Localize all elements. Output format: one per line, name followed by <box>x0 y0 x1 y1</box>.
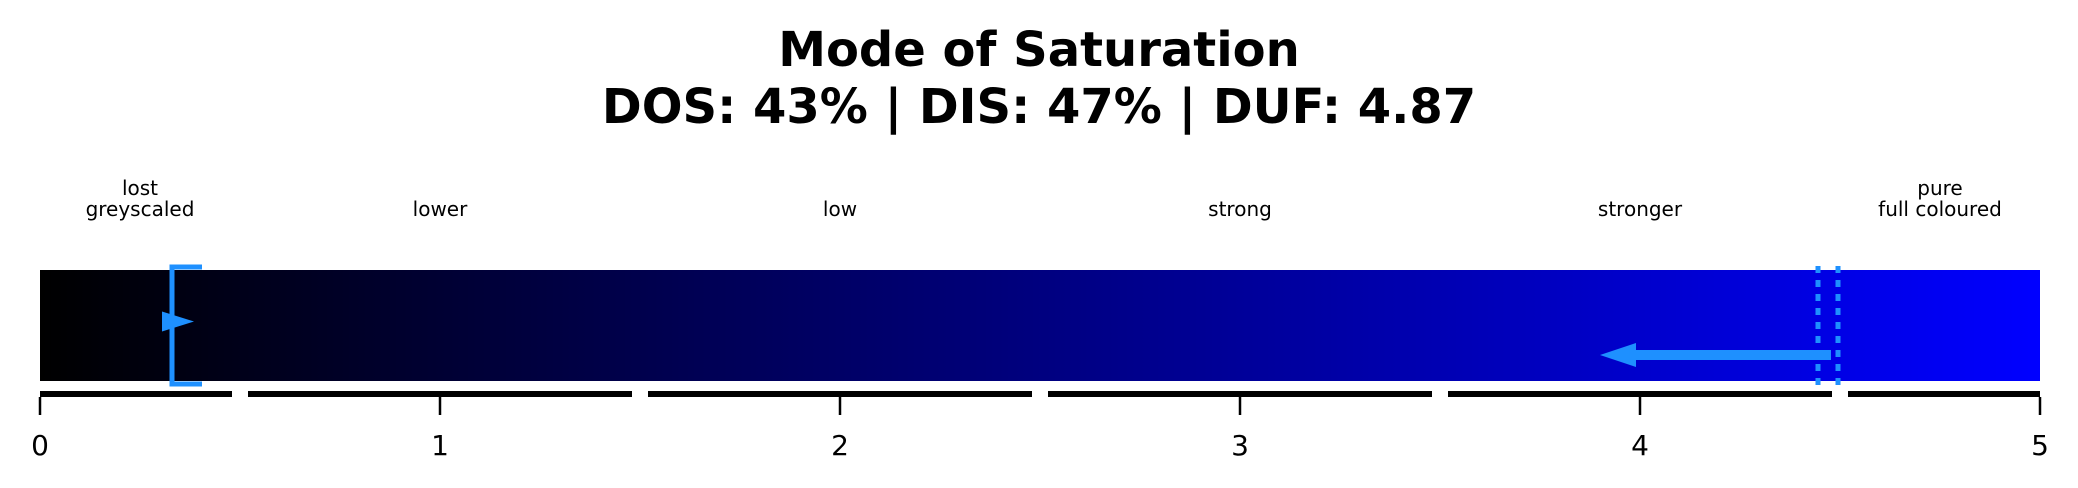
chart-title: Mode of Saturation <box>778 22 1300 78</box>
tick-label: 1 <box>431 429 449 462</box>
category-label: stronger <box>1598 197 1683 221</box>
category-label: low <box>823 197 857 221</box>
tick-label: 2 <box>831 429 849 462</box>
category-label: lost <box>122 176 158 200</box>
category-label: pure <box>1917 176 1962 200</box>
tick-label: 5 <box>2031 429 2049 462</box>
direction-arrowhead <box>1600 343 1636 367</box>
tick-label: 4 <box>1631 429 1649 462</box>
chart-subtitle: DOS: 43% | DIS: 47% | DUF: 4.87 <box>601 79 1477 135</box>
tick-label: 0 <box>31 429 49 462</box>
category-label: strong <box>1208 197 1272 221</box>
category-label: greyscaled <box>86 197 195 221</box>
bracket-arrowhead <box>162 311 194 332</box>
gradient-bar <box>40 270 2040 381</box>
tick-label: 3 <box>1231 429 1249 462</box>
category-label: full coloured <box>1878 197 2002 221</box>
category-label: lower <box>413 197 468 221</box>
